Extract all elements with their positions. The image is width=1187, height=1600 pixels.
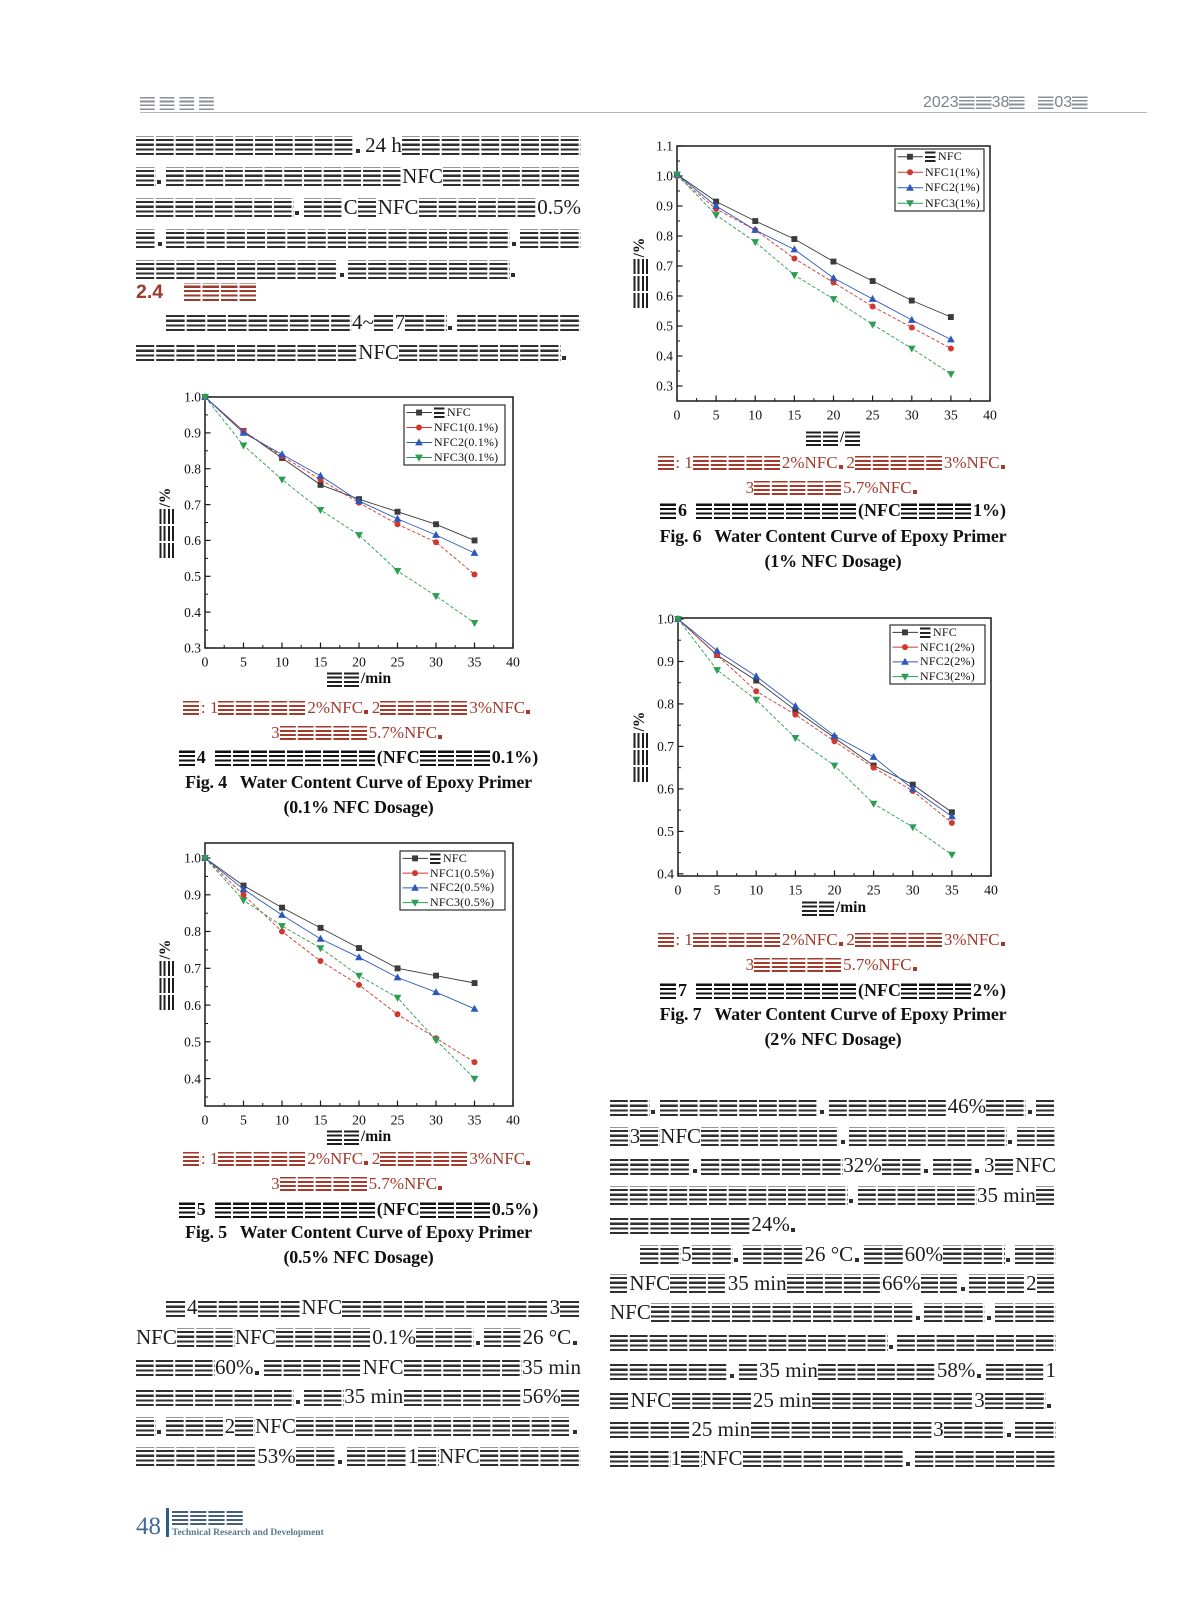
svg-text:10: 10: [749, 882, 763, 897]
svg-text:0.7: 0.7: [184, 497, 201, 512]
svg-text:35: 35: [945, 882, 959, 897]
svg-text:0.7: 0.7: [656, 259, 673, 274]
svg-text:0.5: 0.5: [656, 319, 673, 334]
svg-text:1.1: 1.1: [656, 139, 673, 154]
svg-text:40: 40: [506, 654, 520, 669]
svg-text:40: 40: [984, 882, 998, 897]
svg-text:0.6: 0.6: [184, 998, 201, 1013]
svg-text:15: 15: [788, 407, 802, 422]
svg-text:0.8: 0.8: [184, 924, 201, 939]
svg-text:1.0: 1.0: [657, 612, 674, 627]
svg-text:1.0: 1.0: [184, 390, 201, 405]
svg-text:0.8: 0.8: [184, 461, 201, 476]
svg-text:25: 25: [867, 882, 881, 897]
svg-text:0.9: 0.9: [657, 654, 674, 669]
svg-text:10: 10: [275, 654, 289, 669]
svg-text:0.9: 0.9: [656, 199, 673, 214]
svg-text:30: 30: [906, 882, 920, 897]
svg-text:0.6: 0.6: [656, 289, 673, 304]
svg-text:0.8: 0.8: [656, 229, 673, 244]
svg-text:0.6: 0.6: [184, 533, 201, 548]
svg-text:35: 35: [944, 407, 958, 422]
svg-text:0: 0: [675, 882, 682, 897]
svg-text:35: 35: [468, 654, 482, 669]
svg-text:30: 30: [429, 654, 443, 669]
svg-text:0.3: 0.3: [656, 379, 673, 394]
svg-text:20: 20: [827, 407, 841, 422]
svg-text:0.7: 0.7: [184, 961, 201, 976]
svg-text:15: 15: [789, 882, 803, 897]
svg-text:0.4: 0.4: [184, 1071, 201, 1086]
svg-text:20: 20: [352, 1112, 366, 1127]
svg-text:1.0: 1.0: [184, 851, 201, 866]
svg-text:0.9: 0.9: [184, 888, 201, 903]
svg-text:15: 15: [314, 1112, 328, 1127]
svg-text:10: 10: [275, 1112, 289, 1127]
svg-text:0: 0: [202, 654, 209, 669]
svg-text:0.3: 0.3: [184, 641, 201, 656]
svg-text:0: 0: [674, 407, 681, 422]
svg-text:0.5: 0.5: [184, 1035, 201, 1050]
svg-text:10: 10: [748, 407, 762, 422]
svg-text:0.5: 0.5: [184, 569, 201, 584]
svg-text:5: 5: [714, 882, 721, 897]
svg-text:40: 40: [983, 407, 997, 422]
svg-text:0.9: 0.9: [184, 426, 201, 441]
svg-text:35: 35: [468, 1112, 482, 1127]
svg-text:30: 30: [429, 1112, 443, 1127]
svg-text:0.4: 0.4: [657, 867, 674, 882]
svg-text:0.8: 0.8: [657, 697, 674, 712]
svg-text:5: 5: [240, 654, 247, 669]
svg-text:1.0: 1.0: [656, 169, 673, 184]
svg-text:20: 20: [352, 654, 366, 669]
svg-text:5: 5: [240, 1112, 247, 1127]
svg-text:25: 25: [391, 1112, 405, 1127]
svg-text:0: 0: [202, 1112, 209, 1127]
svg-text:0.6: 0.6: [657, 782, 674, 797]
svg-text:15: 15: [314, 654, 328, 669]
svg-text:5: 5: [713, 407, 720, 422]
svg-text:40: 40: [506, 1112, 520, 1127]
svg-text:0.4: 0.4: [656, 349, 673, 364]
svg-text:30: 30: [905, 407, 919, 422]
svg-text:0.4: 0.4: [184, 605, 201, 620]
svg-text:0.5: 0.5: [657, 824, 674, 839]
svg-text:20: 20: [828, 882, 842, 897]
svg-text:25: 25: [866, 407, 880, 422]
svg-text:25: 25: [391, 654, 405, 669]
svg-text:0.7: 0.7: [657, 739, 674, 754]
